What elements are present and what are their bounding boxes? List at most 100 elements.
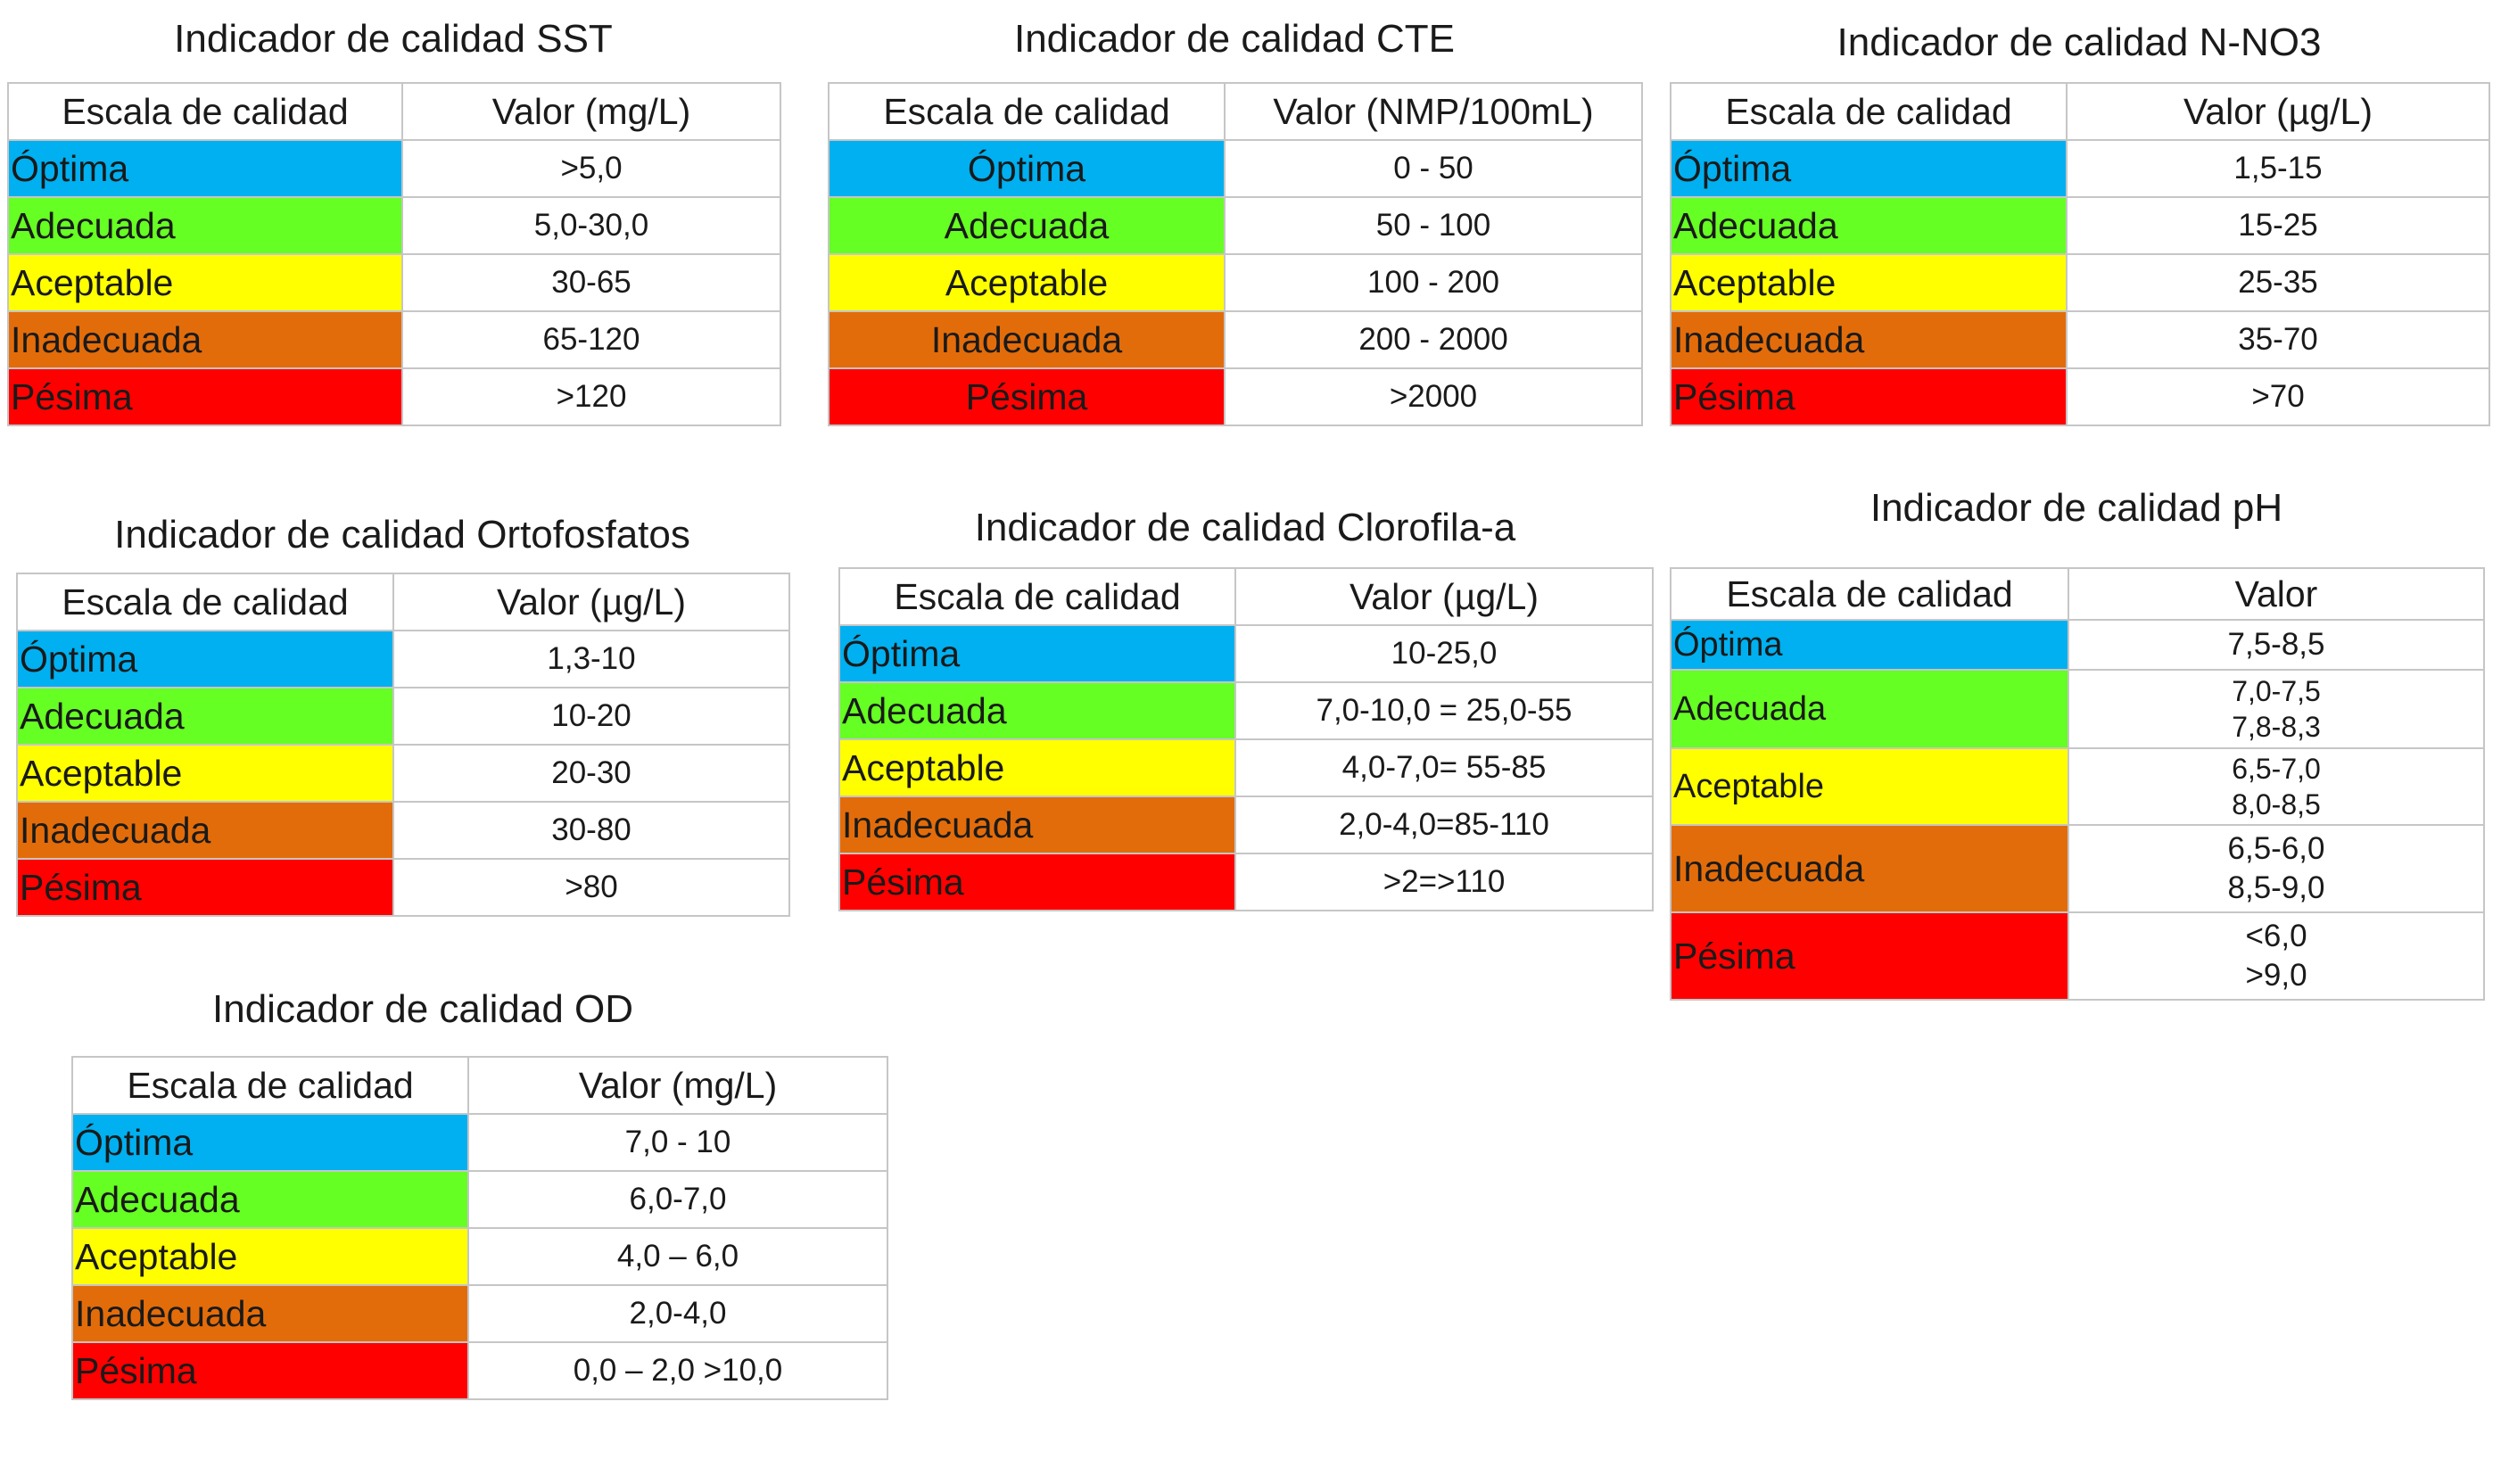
header-value: Valor (NMP/100mL) bbox=[1224, 82, 1643, 141]
value-cell: 5,0-30,0 bbox=[401, 196, 781, 255]
header-scale: Escala de calidad bbox=[1670, 82, 2068, 141]
value-line: 6,5-6,0 bbox=[2227, 831, 2325, 866]
scale-cell-aceptable: Aceptable bbox=[838, 738, 1236, 797]
scale-cell-aceptable: Aceptable bbox=[7, 253, 403, 312]
value-cell: 1,3-10 bbox=[392, 630, 790, 688]
table-panel-ph: Indicador de calidad pH Escala de calida… bbox=[1670, 485, 2485, 1001]
scale-cell-inadecuada: Inadecuada bbox=[1670, 824, 2069, 913]
table-row: Óptima 1,3-10 bbox=[16, 630, 790, 688]
table-row: Óptima 7,5-8,5 bbox=[1670, 619, 2485, 671]
scale-cell-adecuada: Adecuada bbox=[71, 1170, 469, 1229]
table-row: Inadecuada 65-120 bbox=[7, 310, 781, 369]
value-cell: 7,0 - 10 bbox=[467, 1113, 888, 1172]
table-row: Adecuada 7,0-7,5 7,8-8,3 bbox=[1670, 669, 2485, 749]
scale-cell-optima: Óptima bbox=[838, 624, 1236, 683]
value-cell: 30-65 bbox=[401, 253, 781, 312]
table-row: Adecuada 5,0-30,0 bbox=[7, 196, 781, 255]
value-cell: 4,0-7,0= 55-85 bbox=[1234, 738, 1654, 797]
value-cell: 7,0-10,0 = 25,0-55 bbox=[1234, 681, 1654, 740]
quality-table-ortofosfatos: Escala de calidad Valor (µg/L) Óptima 1,3… bbox=[16, 573, 790, 917]
table-row: Pésima >2=>110 bbox=[838, 853, 1654, 911]
value-line: 6,5-7,0 bbox=[2232, 753, 2321, 785]
table-row: Aceptable 4,0 – 6,0 bbox=[71, 1227, 888, 1286]
table-row: Adecuada 10-20 bbox=[16, 687, 790, 746]
scale-cell-pesima: Pésima bbox=[1670, 367, 2068, 426]
table-row: Inadecuada 6,5-6,0 8,5-9,0 bbox=[1670, 824, 2485, 913]
table-row: Pésima 0,0 – 2,0 >10,0 bbox=[71, 1341, 888, 1400]
scale-cell-adecuada: Adecuada bbox=[838, 681, 1236, 740]
scale-cell-pesima: Pésima bbox=[71, 1341, 469, 1400]
quality-table-sst: Escala de calidad Valor (mg/L) Óptima >5,… bbox=[7, 82, 781, 426]
value-cell: 100 - 200 bbox=[1224, 253, 1643, 312]
scale-cell-inadecuada: Inadecuada bbox=[838, 796, 1236, 854]
value-line: 8,0-8,5 bbox=[2232, 788, 2321, 820]
value-cell: 35-70 bbox=[2066, 310, 2490, 369]
scale-cell-inadecuada: Inadecuada bbox=[828, 310, 1226, 369]
value-cell: >5,0 bbox=[401, 139, 781, 198]
value-cell: 1,5-15 bbox=[2066, 139, 2490, 198]
table-row: Adecuada 50 - 100 bbox=[828, 196, 1643, 255]
value-cell: 10-20 bbox=[392, 687, 790, 746]
quality-table-od: Escala de calidad Valor (mg/L) Óptima 7,0… bbox=[71, 1056, 888, 1400]
scale-cell-aceptable: Aceptable bbox=[828, 253, 1226, 312]
table-title: Indicador de calidad N-NO3 bbox=[1837, 21, 2322, 64]
scale-cell-inadecuada: Inadecuada bbox=[16, 801, 394, 860]
table-row: Inadecuada 35-70 bbox=[1670, 310, 2490, 369]
value-cell: 4,0 – 6,0 bbox=[467, 1227, 888, 1286]
value-line: 7,0-7,5 bbox=[2232, 675, 2321, 707]
value-cell: 20-30 bbox=[392, 744, 790, 803]
value-cell: 2,0-4,0=85-110 bbox=[1234, 796, 1654, 854]
scale-cell-adecuada: Adecuada bbox=[828, 196, 1226, 255]
value-cell: 6,5-6,0 8,5-9,0 bbox=[2068, 824, 2485, 913]
table-row: Aceptable 20-30 bbox=[16, 744, 790, 803]
quality-table-clorofila: Escala de calidad Valor (µg/L) Óptima 10-… bbox=[838, 567, 1654, 911]
table-title: Indicador de calidad pH bbox=[1870, 486, 2283, 530]
scale-cell-inadecuada: Inadecuada bbox=[71, 1284, 469, 1343]
scale-cell-adecuada: Adecuada bbox=[16, 687, 394, 746]
table-row: Inadecuada 200 - 2000 bbox=[828, 310, 1643, 369]
value-line: 7,5-8,5 bbox=[2227, 627, 2325, 662]
header-scale: Escala de calidad bbox=[16, 573, 394, 631]
scale-cell-aceptable: Aceptable bbox=[16, 744, 394, 803]
header-scale: Escala de calidad bbox=[838, 567, 1236, 626]
scale-cell-optima: Óptima bbox=[7, 139, 403, 198]
header-scale: Escala de calidad bbox=[7, 82, 403, 141]
value-cell: >2=>110 bbox=[1234, 853, 1654, 911]
table-header-row: Escala de calidad Valor (mg/L) bbox=[71, 1056, 888, 1115]
table-panel-sst: Indicador de calidad SST Escala de calid… bbox=[7, 16, 781, 426]
table-row: Aceptable 6,5-7,0 8,0-8,5 bbox=[1670, 747, 2485, 826]
value-cell: >80 bbox=[392, 858, 790, 917]
value-cell: 0 - 50 bbox=[1224, 139, 1643, 198]
table-title: Indicador de calidad Ortofosfatos bbox=[114, 513, 690, 556]
table-panel-od: Indicador de calidad OD Escala de calida… bbox=[71, 986, 888, 1400]
table-header-row: Escala de calidad Valor bbox=[1670, 567, 2485, 621]
value-cell: >70 bbox=[2066, 367, 2490, 426]
scale-cell-optima: Óptima bbox=[16, 630, 394, 688]
value-cell: 10-25,0 bbox=[1234, 624, 1654, 683]
scale-cell-optima: Óptima bbox=[1670, 619, 2069, 671]
header-value: Valor (mg/L) bbox=[401, 82, 781, 141]
scale-cell-inadecuada: Inadecuada bbox=[1670, 310, 2068, 369]
table-row: Pésima >2000 bbox=[828, 367, 1643, 426]
quality-table-cte: Escala de calidad Valor (NMP/100mL) Ópti… bbox=[828, 82, 1643, 426]
table-row: Pésima <6,0 >9,0 bbox=[1670, 911, 2485, 1001]
table-row: Pésima >80 bbox=[16, 858, 790, 917]
table-row: Óptima 0 - 50 bbox=[828, 139, 1643, 198]
table-row: Adecuada 7,0-10,0 = 25,0-55 bbox=[838, 681, 1654, 740]
table-row: Óptima 1,5-15 bbox=[1670, 139, 2490, 198]
value-cell: <6,0 >9,0 bbox=[2068, 911, 2485, 1001]
scale-cell-optima: Óptima bbox=[828, 139, 1226, 198]
table-header-row: Escala de calidad Valor (µg/L) bbox=[16, 573, 790, 631]
value-cell: 2,0-4,0 bbox=[467, 1284, 888, 1343]
quality-table-nno3: Escala de calidad Valor (µg/L) Óptima 1,5… bbox=[1670, 82, 2490, 426]
table-header-row: Escala de calidad Valor (µg/L) bbox=[838, 567, 1654, 626]
value-cell: 7,0-7,5 7,8-8,3 bbox=[2068, 669, 2485, 749]
scale-cell-aceptable: Aceptable bbox=[1670, 253, 2068, 312]
table-row: Pésima >120 bbox=[7, 367, 781, 426]
value-cell: >120 bbox=[401, 367, 781, 426]
table-title: Indicador de calidad OD bbox=[212, 987, 634, 1031]
table-row: Aceptable 30-65 bbox=[7, 253, 781, 312]
table-header-row: Escala de calidad Valor (NMP/100mL) bbox=[828, 82, 1643, 141]
table-row: Aceptable 100 - 200 bbox=[828, 253, 1643, 312]
table-row: Pésima >70 bbox=[1670, 367, 2490, 426]
